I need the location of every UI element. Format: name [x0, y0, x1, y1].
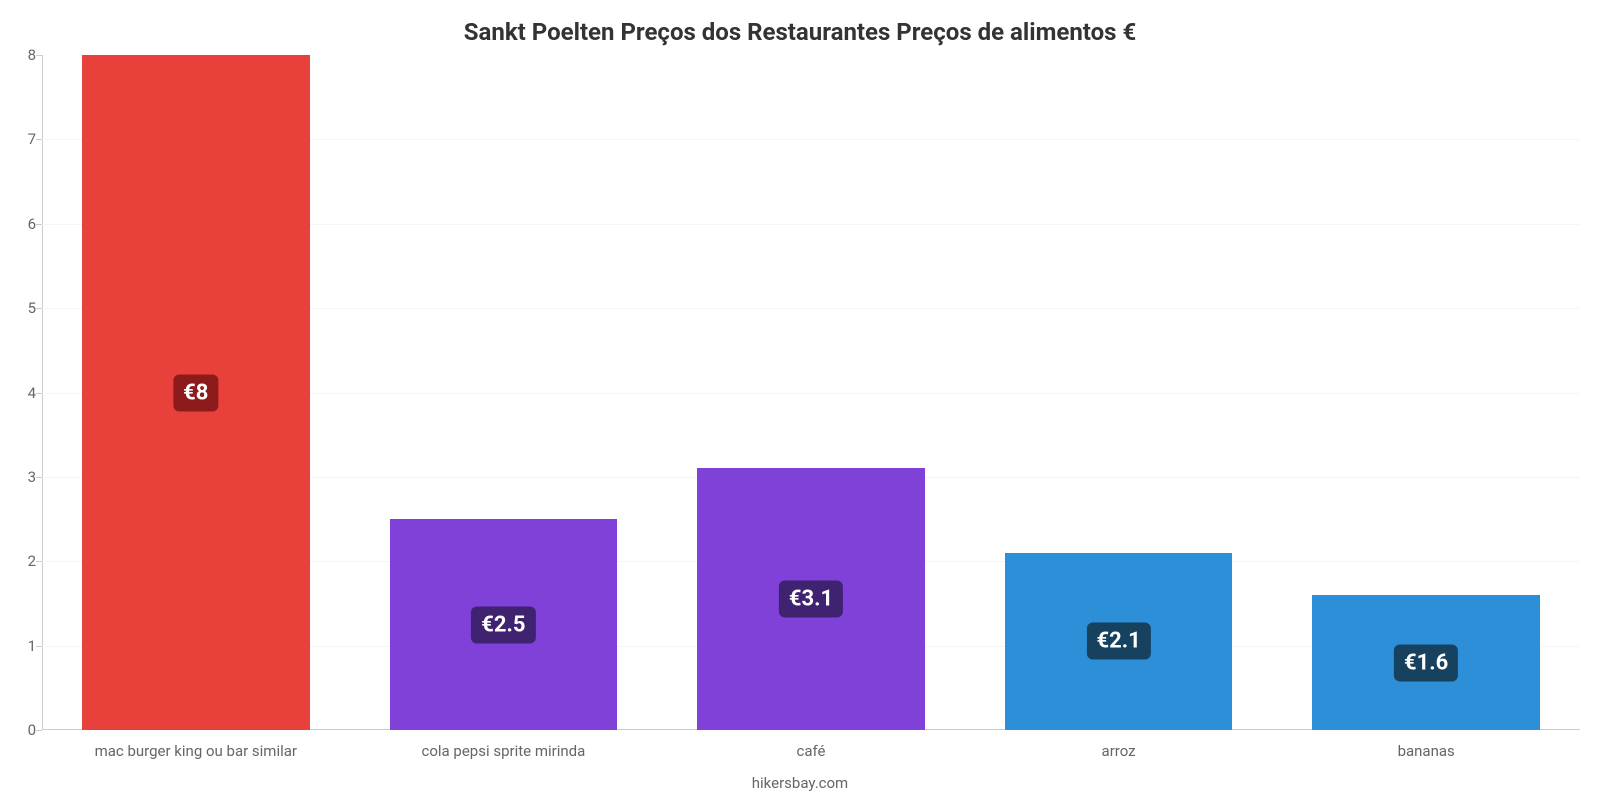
bar-slot: €2.5cola pepsi sprite mirinda: [350, 55, 658, 730]
y-tick-label: 3: [12, 468, 36, 486]
y-tick-label: 6: [12, 215, 36, 233]
y-tick-label: 5: [12, 299, 36, 317]
value-badge: €8: [173, 374, 218, 411]
y-tick-label: 4: [12, 384, 36, 402]
value-badge: €3.1: [779, 581, 843, 618]
y-tick-label: 0: [12, 721, 36, 739]
bar-slot: €3.1café: [657, 55, 965, 730]
bars-container: €8mac burger king ou bar similar€2.5cola…: [42, 55, 1580, 730]
chart-title: Sankt Poelten Preços dos Restaurantes Pr…: [0, 0, 1600, 46]
category-label: mac burger king ou bar similar: [42, 742, 350, 760]
value-badge: €1.6: [1394, 644, 1458, 681]
y-tick-mark: [36, 730, 42, 731]
category-label: cola pepsi sprite mirinda: [350, 742, 658, 760]
y-tick-label: 2: [12, 552, 36, 570]
bar-slot: €1.6bananas: [1272, 55, 1580, 730]
value-badge: €2.5: [471, 606, 535, 643]
bar-slot: €2.1arroz: [965, 55, 1273, 730]
value-badge: €2.1: [1086, 623, 1150, 660]
price-bar-chart: Sankt Poelten Preços dos Restaurantes Pr…: [0, 0, 1600, 800]
y-tick-label: 1: [12, 637, 36, 655]
y-tick-label: 8: [12, 46, 36, 64]
category-label: bananas: [1272, 742, 1580, 760]
bar-slot: €8mac burger king ou bar similar: [42, 55, 350, 730]
credit-text: hikersbay.com: [0, 774, 1600, 792]
y-tick-label: 7: [12, 130, 36, 148]
plot-area: 012345678 €8mac burger king ou bar simil…: [42, 55, 1580, 730]
category-label: arroz: [965, 742, 1273, 760]
category-label: café: [657, 742, 965, 760]
